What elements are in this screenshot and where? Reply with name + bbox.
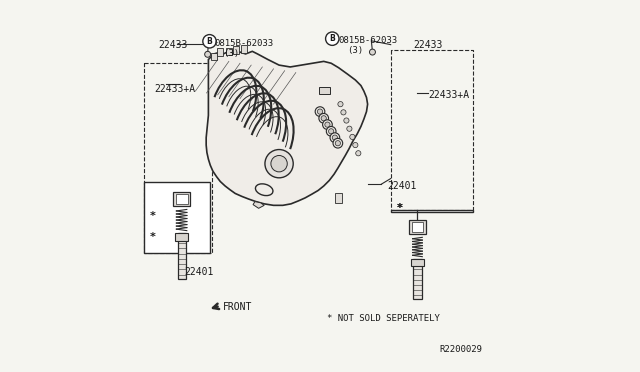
Circle shape (335, 141, 340, 146)
Circle shape (319, 113, 328, 123)
Bar (319, 87, 330, 94)
Circle shape (330, 133, 340, 142)
Bar (226, 48, 232, 55)
Text: (3): (3) (347, 46, 363, 55)
Bar (409, 220, 426, 234)
Bar (390, 210, 472, 212)
Circle shape (333, 138, 342, 148)
Bar (173, 192, 190, 206)
Circle shape (332, 135, 337, 140)
Circle shape (347, 126, 352, 131)
Circle shape (350, 134, 355, 140)
Polygon shape (206, 51, 367, 205)
Bar (413, 259, 422, 299)
Circle shape (317, 109, 323, 114)
Bar (234, 46, 239, 54)
Bar (175, 232, 188, 241)
Circle shape (344, 118, 349, 123)
Text: 0815B-62033: 0815B-62033 (339, 36, 397, 45)
Bar (175, 194, 188, 204)
Bar (145, 182, 209, 253)
Circle shape (341, 110, 346, 115)
Text: 22433+A: 22433+A (154, 84, 196, 94)
Text: B: B (330, 34, 335, 43)
Circle shape (369, 49, 376, 55)
Text: B: B (207, 37, 212, 46)
Circle shape (315, 107, 325, 116)
Bar (411, 259, 424, 266)
Text: * NOT SOLD SEPERATELY: * NOT SOLD SEPERATELY (328, 314, 440, 323)
Text: 22433+A: 22433+A (428, 90, 469, 100)
Circle shape (321, 116, 326, 121)
Circle shape (338, 102, 343, 107)
Circle shape (323, 120, 332, 129)
Text: 22401: 22401 (387, 181, 417, 191)
Bar (218, 48, 223, 56)
Text: *: * (396, 203, 402, 213)
Bar (177, 232, 186, 279)
Circle shape (356, 151, 361, 156)
Bar (211, 53, 217, 60)
Circle shape (271, 155, 287, 172)
Text: *: * (396, 203, 402, 213)
Text: FRONT: FRONT (223, 302, 252, 312)
Circle shape (353, 142, 358, 148)
Bar (412, 222, 424, 232)
Circle shape (205, 51, 211, 57)
Circle shape (265, 150, 293, 178)
Circle shape (326, 126, 336, 136)
Text: 0815B-62033: 0815B-62033 (214, 39, 273, 48)
Circle shape (325, 122, 330, 127)
Text: (3): (3) (223, 49, 239, 58)
Bar (241, 45, 246, 53)
Circle shape (326, 32, 339, 45)
Text: 22401: 22401 (184, 267, 214, 276)
Text: 22433: 22433 (158, 40, 188, 49)
Polygon shape (253, 202, 264, 208)
Text: *: * (150, 232, 156, 242)
Bar (335, 193, 342, 203)
Circle shape (203, 35, 216, 48)
Text: *: * (150, 211, 156, 221)
Text: R2200029: R2200029 (439, 345, 482, 354)
Circle shape (328, 129, 334, 134)
Text: 22433: 22433 (413, 40, 442, 49)
